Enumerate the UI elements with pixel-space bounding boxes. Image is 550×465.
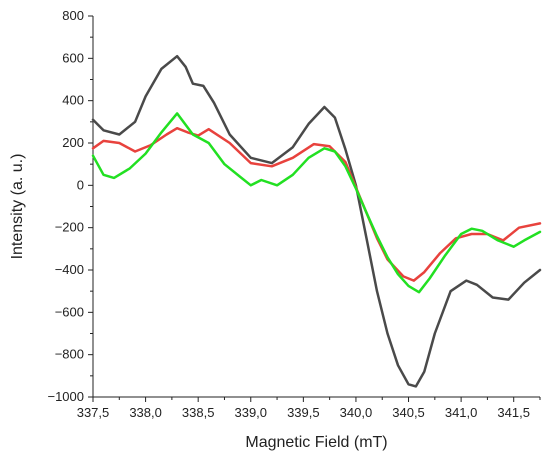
x-tick-label: 341,5 <box>497 405 530 420</box>
x-axis-title: Magnetic Field (mT) <box>245 434 387 451</box>
x-tick-label: 337,5 <box>77 405 110 420</box>
series-line-3 <box>91 112 542 294</box>
x-tick-label: 338,5 <box>182 405 215 420</box>
x-tick-label: 339,0 <box>234 405 267 420</box>
plot-area: 337,5 338,0 338,5 339,0 339,5 340,0 340,5 341,0… <box>47 8 542 420</box>
y-tick-label: −800 <box>55 347 84 362</box>
series-line-1 <box>91 54 542 388</box>
x-tick-label: 338,0 <box>129 405 162 420</box>
y-tick-label: 400 <box>62 93 84 108</box>
y-axis-ticks: −1000 −800 −600 −400 −200 0 200 400 600 800 <box>47 8 93 404</box>
y-tick-label: 200 <box>62 135 84 150</box>
y-tick-label: −600 <box>55 304 84 319</box>
x-axis-ticks: 337,5 338,0 338,5 339,0 339,5 340,0 340,5 341,0… <box>77 397 541 420</box>
y-tick-label: 600 <box>62 50 84 65</box>
y-axis-title: Intensity (a. u.) <box>9 154 26 260</box>
series-layer <box>91 54 542 388</box>
y-tick-label: 800 <box>62 8 84 23</box>
x-tick-label: 340,5 <box>392 405 425 420</box>
series-line-2 <box>91 126 542 282</box>
x-tick-label: 339,5 <box>287 405 320 420</box>
x-tick-label: 341,0 <box>445 405 478 420</box>
y-tick-label: −400 <box>55 262 84 277</box>
y-tick-label: −1000 <box>47 389 84 404</box>
y-tick-label: −200 <box>55 220 84 235</box>
x-tick-label: 340,0 <box>340 405 373 420</box>
y-tick-label: 0 <box>77 177 84 192</box>
